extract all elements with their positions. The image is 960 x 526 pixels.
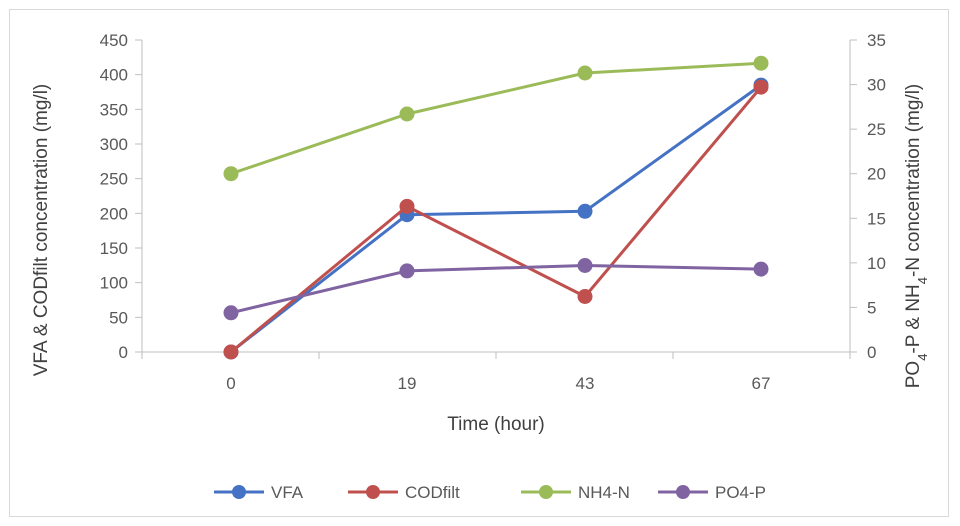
data-point-codfilt <box>399 198 415 214</box>
left-y-tick-label: 250 <box>100 170 128 189</box>
left-y-tick-label: 200 <box>100 204 128 223</box>
data-point-nh4-n <box>753 55 769 71</box>
legend-label-codfilt: CODfilt <box>405 483 460 502</box>
left-y-tick-label: 350 <box>100 100 128 119</box>
x-tick-label: 0 <box>226 374 235 393</box>
x-tick-label: 43 <box>576 374 595 393</box>
right-y-axis-title-subscript: 4 <box>915 277 930 284</box>
left-y-tick-label: 50 <box>109 308 128 327</box>
right-y-axis-title-subscript: 4 <box>915 354 930 361</box>
data-point-nh4-n <box>223 166 239 182</box>
data-point-codfilt <box>223 344 239 360</box>
x-tick-label: 19 <box>398 374 417 393</box>
right-y-tick-label: 20 <box>867 165 886 184</box>
right-y-axis-title-part: -P & NH <box>903 284 924 353</box>
right-y-tick-label: 15 <box>867 209 886 228</box>
legend-marker-po4-p <box>676 485 690 499</box>
data-point-po4-p <box>223 305 239 321</box>
right-y-tick-label: 30 <box>867 76 886 95</box>
chart-frame <box>9 9 949 517</box>
legend-marker-codfilt <box>366 485 380 499</box>
data-point-nh4-n <box>577 65 593 81</box>
right-y-axis-title: PO4-P & NH4-N concentration (mg/l) <box>903 84 930 389</box>
left-y-axis-title: VFA & CODfilt concentration (mg/l) <box>31 84 52 377</box>
right-y-tick-label: 5 <box>867 298 876 317</box>
legend-label-po4-p: PO4-P <box>715 483 766 502</box>
x-tick-label: 67 <box>752 374 771 393</box>
left-y-tick-label: 300 <box>100 135 128 154</box>
data-point-codfilt <box>753 79 769 95</box>
right-y-axis-title-part: -N concentration (mg/l) <box>903 84 924 277</box>
data-point-nh4-n <box>399 106 415 122</box>
series-line-nh4-n <box>229 61 763 176</box>
left-y-tick-label: 400 <box>100 66 128 85</box>
right-y-axis-title-part: PO <box>903 361 924 388</box>
legend-label-vfa: VFA <box>271 483 304 502</box>
data-point-po4-p <box>399 263 415 279</box>
legend-marker-vfa <box>232 485 246 499</box>
right-y-tick-label: 10 <box>867 254 886 273</box>
legend-label-nh4-n: NH4-N <box>578 483 630 502</box>
data-point-vfa <box>577 203 593 219</box>
left-y-tick-label: 100 <box>100 274 128 293</box>
right-y-tick-label: 0 <box>867 343 876 362</box>
right-y-tick-label: 25 <box>867 120 886 139</box>
left-y-tick-label: 450 <box>100 31 128 50</box>
left-y-tick-label: 150 <box>100 239 128 258</box>
data-point-po4-p <box>753 261 769 277</box>
left-y-tick-label: 0 <box>119 343 128 362</box>
right-y-tick-label: 35 <box>867 31 886 50</box>
series-line-po4-p <box>229 264 763 315</box>
series-line-vfa <box>229 83 763 354</box>
data-point-codfilt <box>577 289 593 304</box>
legend-marker-nh4-n <box>539 485 553 499</box>
data-point-po4-p <box>577 258 593 273</box>
x-axis-title: Time (hour) <box>447 414 544 435</box>
series-line-codfilt <box>229 85 763 354</box>
